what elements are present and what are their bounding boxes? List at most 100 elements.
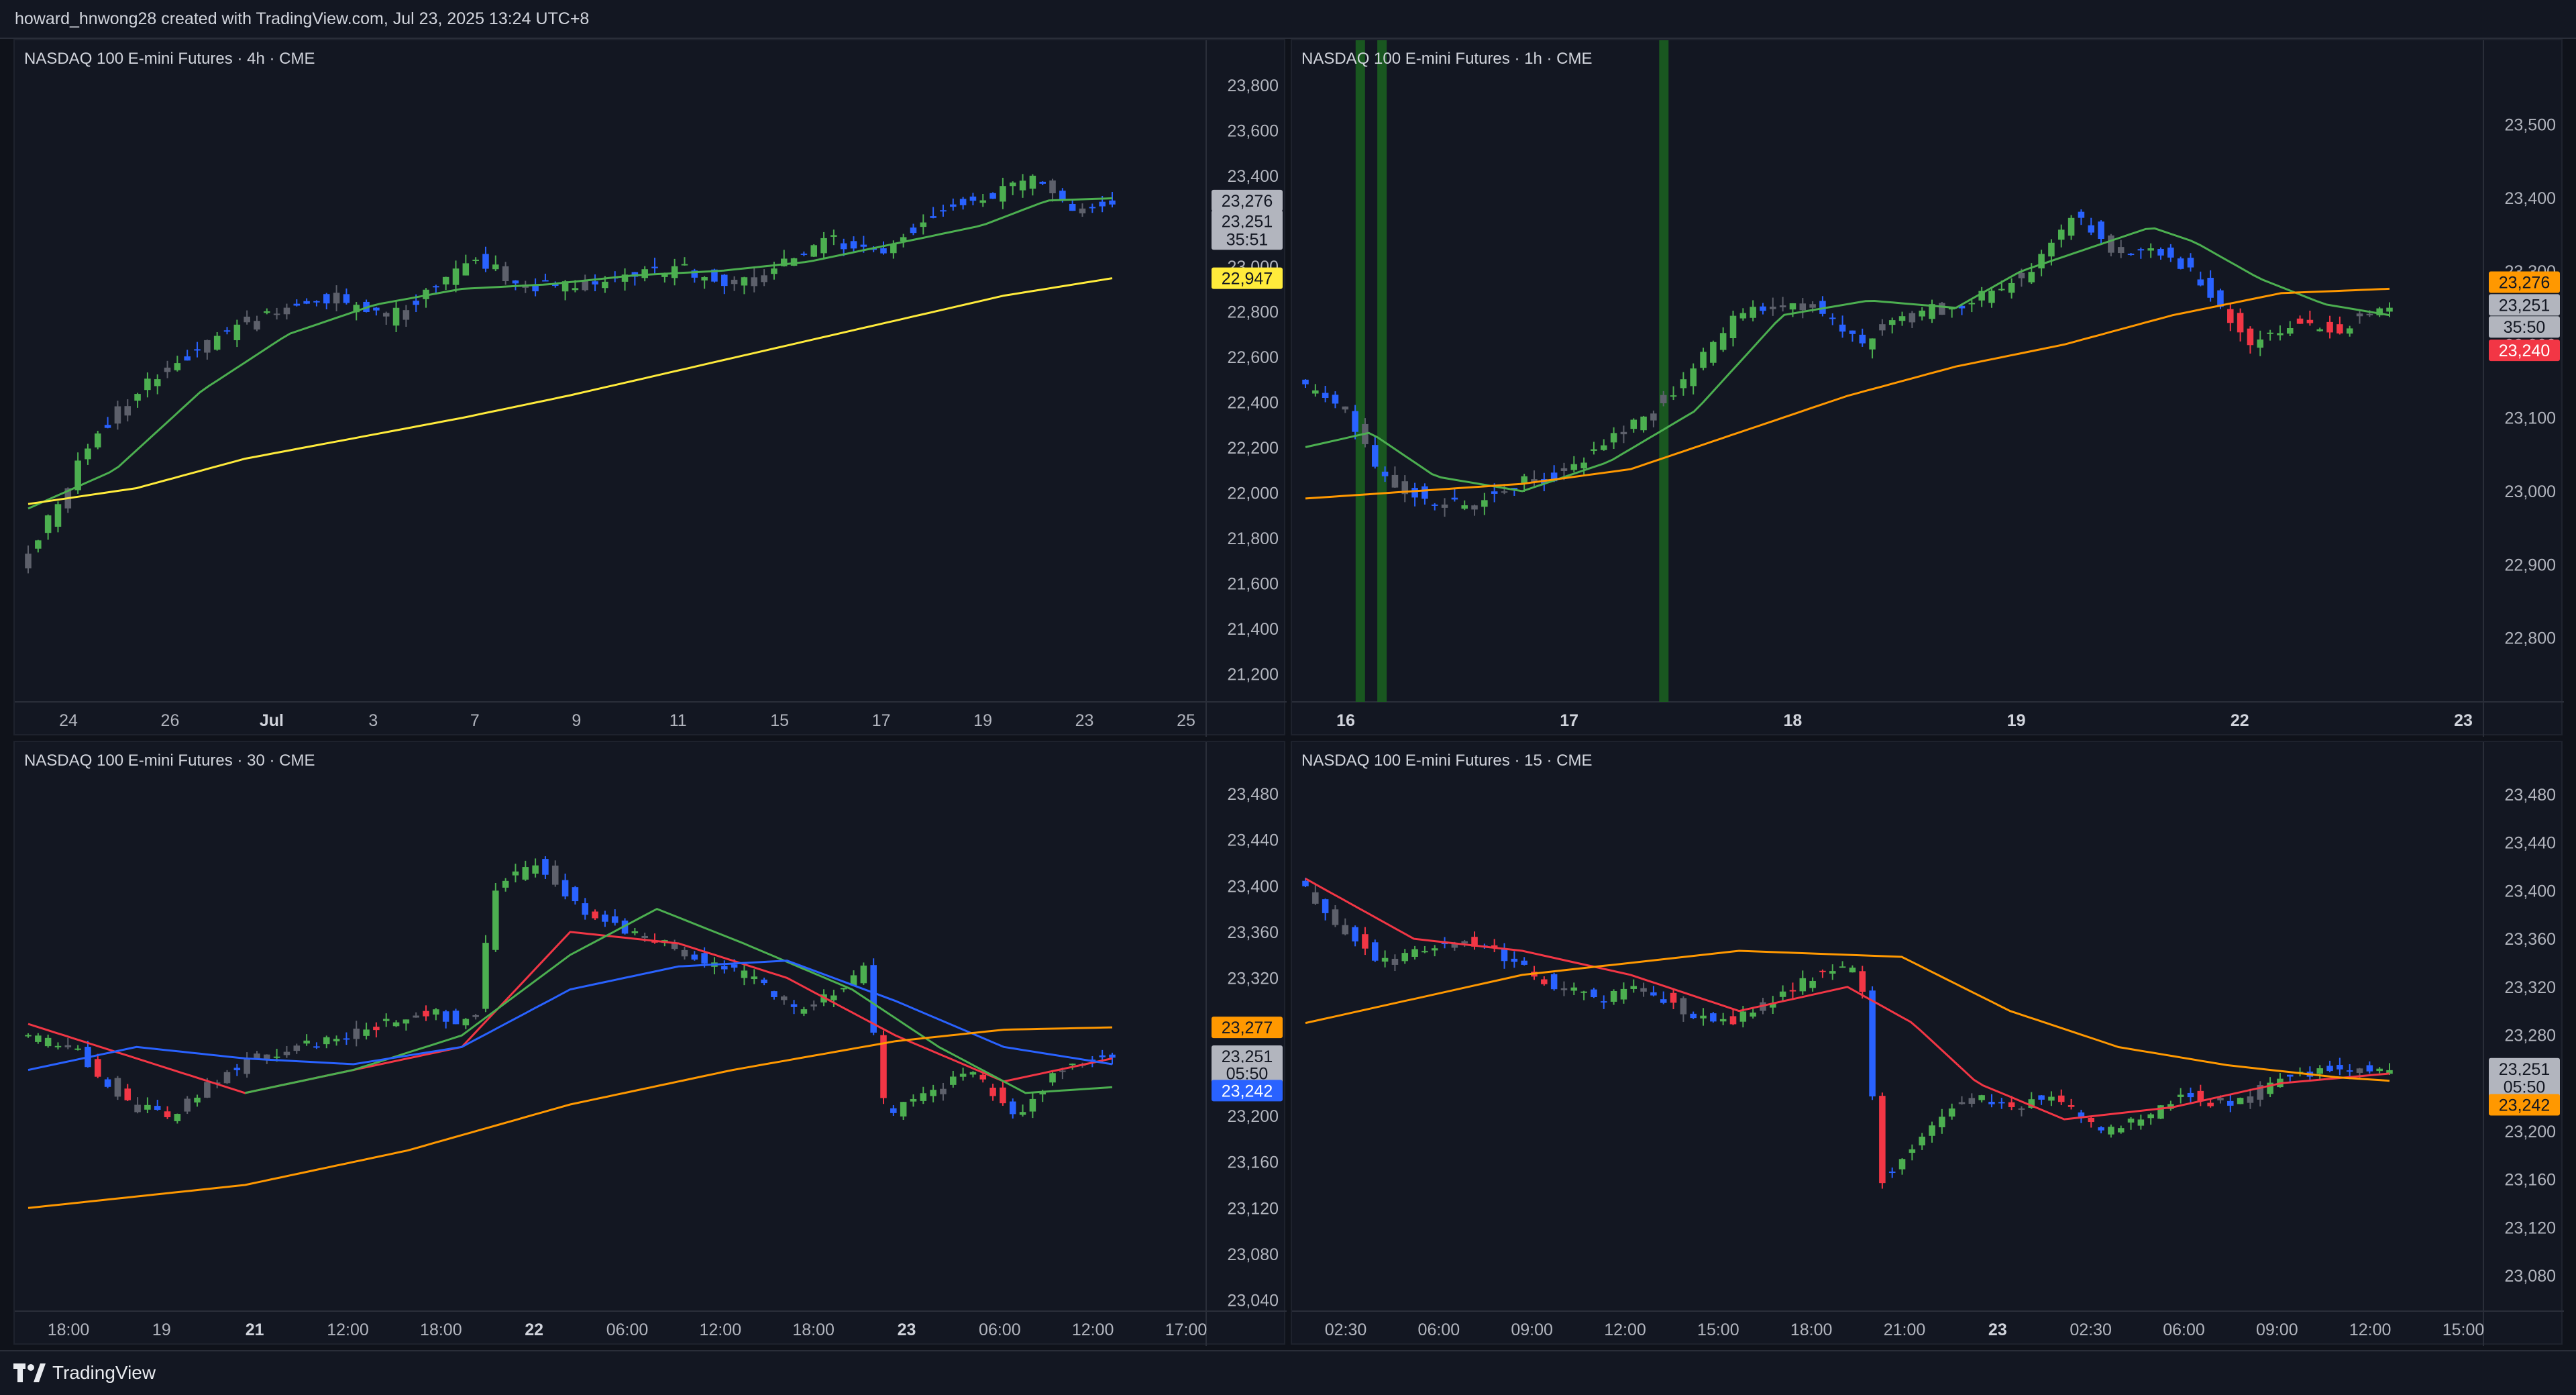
candle-body xyxy=(771,268,777,274)
candle xyxy=(1670,386,1677,401)
candle-body xyxy=(671,266,678,278)
candle-body xyxy=(1760,306,1766,311)
candle xyxy=(2108,234,2114,257)
candle-body xyxy=(2237,313,2244,333)
chart-panel-15m[interactable]: 23,480 23,440 23,400 23,360 23,320 23,280 23,2… xyxy=(1291,741,2564,1346)
chart-panel-30m[interactable]: 23,48023,44023,40023,36023,32023,28023,2… xyxy=(13,741,1287,1346)
chart-canvas-1h[interactable]: 23,50023,40023,30023,20023,10023,00022,9… xyxy=(1292,40,2564,737)
candle-body xyxy=(2127,254,2135,256)
candle xyxy=(741,276,748,295)
candle xyxy=(959,197,967,210)
candle-body xyxy=(2356,1068,2363,1073)
candle-body xyxy=(2117,1128,2125,1133)
candle-body xyxy=(1750,307,1756,318)
chart-canvas-4h[interactable]: 23,80023,60023,40023,20023,00022,80022,6… xyxy=(15,40,1287,737)
candle-body xyxy=(930,1090,936,1096)
y-tick-label: 22,800 xyxy=(1228,303,1279,321)
candle-body xyxy=(850,241,857,249)
candle-body xyxy=(1541,979,1548,984)
price-tag: 23,251 xyxy=(2489,1057,2560,1080)
candle-body xyxy=(1670,395,1677,397)
candle xyxy=(283,1045,290,1058)
candle-body xyxy=(223,330,231,332)
candle-body xyxy=(1919,310,1925,317)
y-tick-label: 23,360 xyxy=(1228,923,1279,942)
candle-body xyxy=(373,307,380,311)
candle xyxy=(2326,1060,2333,1073)
candle xyxy=(1342,918,1349,935)
candle-body xyxy=(1391,958,1399,965)
candle-body xyxy=(1491,945,1498,948)
chart-panel-1h[interactable]: 23,50023,40023,30023,20023,10023,00022,9… xyxy=(1291,39,2564,737)
candle xyxy=(254,315,260,331)
candle-body xyxy=(2108,235,2114,253)
candle-body xyxy=(2356,313,2363,317)
candle-body xyxy=(442,276,449,285)
candle xyxy=(213,331,221,351)
candle xyxy=(810,1000,818,1011)
chart-panel-4h[interactable]: 23,80023,60023,40023,20023,00022,80022,6… xyxy=(13,39,1287,737)
candle-body xyxy=(194,1097,201,1103)
candle-body xyxy=(1521,476,1527,484)
candle-body xyxy=(840,988,847,990)
candle-body xyxy=(2257,339,2264,348)
candle xyxy=(1710,1012,1717,1023)
candle-body xyxy=(1939,1117,1945,1127)
candle-body xyxy=(771,991,777,997)
candle-body xyxy=(1521,960,1527,965)
candle-body xyxy=(2267,332,2273,334)
candle xyxy=(104,417,111,429)
price-tag-bg xyxy=(2489,1076,2560,1098)
candle xyxy=(85,1041,91,1068)
candle xyxy=(54,501,62,533)
candle xyxy=(2237,308,2244,342)
ema-line xyxy=(1305,227,2390,493)
candle xyxy=(1660,991,1667,1004)
candle-body xyxy=(1978,1095,1985,1100)
candle xyxy=(343,288,350,305)
candle-body xyxy=(124,1088,131,1100)
candle-body xyxy=(2137,249,2145,251)
candle-body xyxy=(1958,305,1966,309)
chart-canvas-15m[interactable]: 23,480 23,440 23,400 23,360 23,320 23,280 23,2… xyxy=(1292,742,2564,1346)
candle-body xyxy=(264,1054,270,1060)
candle xyxy=(54,1042,62,1050)
candle xyxy=(134,1097,141,1114)
chart-canvas-30m[interactable]: 23,48023,44023,40023,36023,32023,28023,2… xyxy=(15,742,1287,1346)
candle xyxy=(244,310,250,325)
candle-body xyxy=(1059,191,1066,200)
candle-body xyxy=(174,363,181,370)
candle xyxy=(1799,970,1807,995)
candle-body xyxy=(711,269,718,282)
candle-body xyxy=(1039,1092,1046,1095)
y-tick-label: 23,440 xyxy=(1228,831,1279,850)
candle-body xyxy=(343,294,350,303)
price-tag-label: 23,240 xyxy=(2499,342,2550,360)
candle xyxy=(184,1096,191,1115)
candle xyxy=(2068,1098,2075,1110)
candle xyxy=(920,1086,927,1104)
candle xyxy=(1829,964,1836,980)
y-tick-label: 22,000 xyxy=(1228,484,1279,503)
candle xyxy=(1481,493,1488,515)
candle xyxy=(164,360,171,378)
tradingview-brand[interactable]: TradingView xyxy=(13,1362,156,1384)
candle xyxy=(1461,500,1468,511)
chart-title: NASDAQ 100 E-mini Futures · 15 · CME xyxy=(1301,752,1593,770)
candle-body xyxy=(283,1051,290,1055)
x-tick-label: 12:00 xyxy=(1604,1321,1646,1339)
candle xyxy=(323,293,330,309)
candle-body xyxy=(1869,338,1876,350)
candle xyxy=(1909,311,1916,328)
y-tick-label: 23,480 xyxy=(1228,785,1279,804)
candle xyxy=(1750,1008,1756,1019)
candle xyxy=(830,229,837,246)
candle xyxy=(1879,1092,1886,1189)
candle xyxy=(1939,301,1945,315)
y-tick-label: 21,400 xyxy=(1228,620,1279,639)
candle xyxy=(25,1033,32,1038)
candle xyxy=(741,964,748,986)
candle xyxy=(2247,326,2254,354)
candle xyxy=(44,514,52,540)
candle xyxy=(840,987,847,992)
